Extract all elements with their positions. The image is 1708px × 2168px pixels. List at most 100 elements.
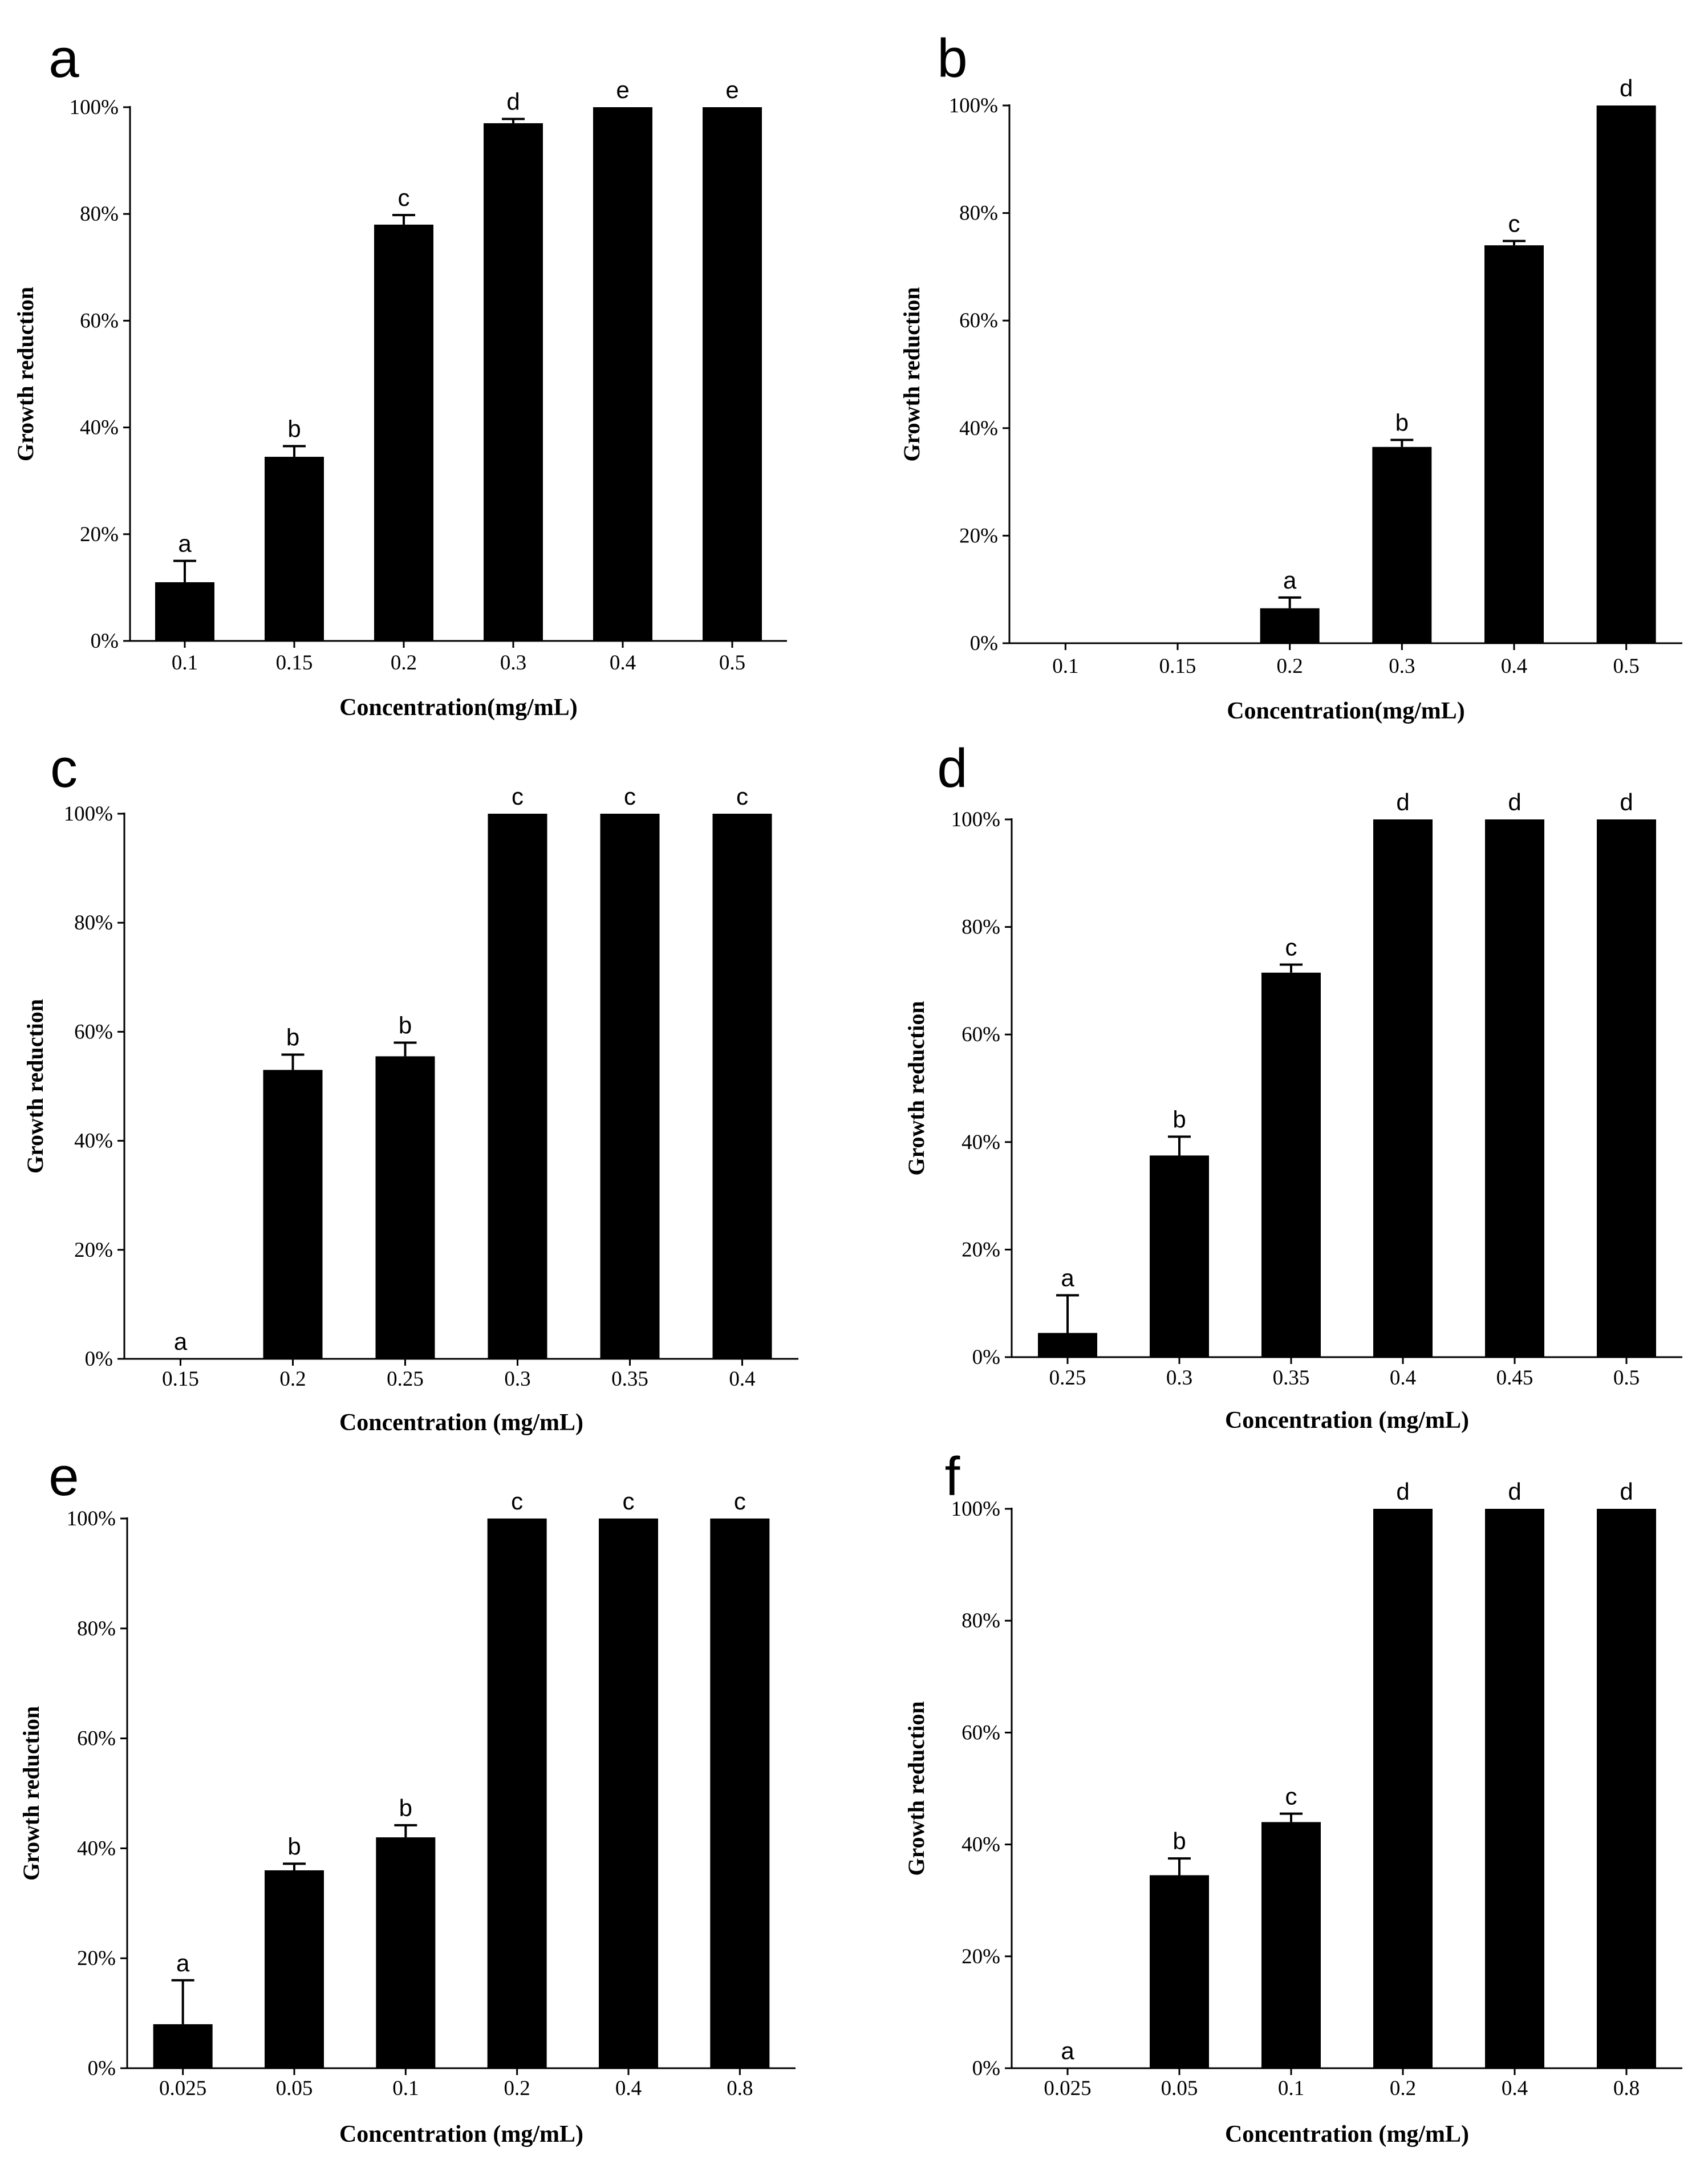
panel-c-x-tick-label: 0.35 (611, 1367, 648, 1391)
panel-b-significance-letter: d (1620, 75, 1633, 102)
panel-f-y-tick-label: 60% (961, 1721, 1000, 1744)
panel-d-x-tick-label: 0.35 (1273, 1366, 1310, 1390)
panel-f-bar (1485, 1509, 1544, 2068)
panel-f-x-tick-label: 0.05 (1161, 2077, 1198, 2100)
panel-e-x-tick-label: 0.4 (615, 2077, 642, 2100)
panel-e-x-tick-label: 0.1 (392, 2077, 419, 2100)
panel-d-y-tick-label: 20% (961, 1238, 1000, 1261)
panel-e-chart: e 0% 20% 40% 60% 80% 100% 0.025 a 0.05 b 0.1 b 0.2 c 0.… (18, 1446, 796, 2147)
panel-c-bar (600, 814, 660, 1359)
panel-e-x-tick-label: 0.2 (504, 2077, 530, 2100)
panel-b-y-tick-label: 100% (949, 94, 998, 117)
panel-d-x-tick-label: 0.5 (1613, 1366, 1640, 1390)
panel-f-y-tick-label: 80% (961, 1609, 1000, 1633)
panel-d-y-tick-label: 80% (961, 916, 1000, 939)
panel-f-significance-letter: b (1173, 1828, 1186, 1854)
panel-c-significance-letter: b (286, 1024, 299, 1051)
panel-c-bar (488, 814, 547, 1359)
panel-e-significance-letter: b (399, 1795, 412, 1821)
panel-c-significance-letter: a (174, 1328, 188, 1355)
panel-b-bar (1596, 105, 1656, 643)
panel-a-significance-letter: c (398, 184, 410, 211)
panel-c-significance-letter: c (736, 783, 748, 810)
panel-a-bar (155, 582, 214, 641)
panel-f-significance-letter: d (1508, 1478, 1521, 1505)
panel-f-panel-label: f (945, 1446, 960, 1507)
panel-c-y-tick-label: 60% (74, 1020, 113, 1044)
panel-c-x-tick-label: 0.3 (504, 1367, 530, 1391)
panel-b-x-tick-label: 0.15 (1159, 655, 1196, 678)
panel-f-bar (1261, 1822, 1321, 2068)
panel-a-panel-label: a (48, 28, 79, 89)
panel-e-y-tick-label: 100% (67, 1507, 116, 1530)
panel-f-y-axis-title: Growth reduction (903, 1701, 929, 1875)
panel-e-y-axis-title: Growth reduction (18, 1706, 44, 1881)
panel-a-bar (593, 107, 652, 641)
panel-e-bar (487, 1519, 547, 2068)
panel-d-significance-letter: d (1620, 789, 1633, 815)
panel-e-significance-letter: b (287, 1833, 301, 1860)
panel-b-x-tick-label: 0.4 (1501, 655, 1527, 678)
panel-d-y-axis-title: Growth reduction (903, 1001, 929, 1175)
panel-d-x-tick-label: 0.3 (1166, 1366, 1192, 1390)
panel-d-significance-letter: c (1285, 934, 1297, 961)
panel-a-x-axis-title: Concentration(mg/mL) (339, 695, 578, 721)
panel-b-x-tick-label: 0.3 (1389, 655, 1415, 678)
panel-c-x-tick-label: 0.4 (729, 1367, 755, 1391)
panel-d-y-tick-label: 40% (961, 1131, 1000, 1154)
panel-a-significance-letter: b (287, 415, 301, 442)
panel-a-y-axis-title: Growth reduction (13, 287, 38, 461)
panel-e-y-tick-label: 40% (77, 1837, 116, 1860)
panel-c-significance-letter: b (399, 1012, 412, 1039)
panel-f-y-tick-label: 40% (961, 1833, 1000, 1857)
panel-c-significance-letter: c (624, 783, 636, 810)
panel-e-significance-letter: a (176, 1950, 190, 1976)
panel-a-significance-letter: e (725, 76, 739, 103)
panel-f-significance-letter: d (1396, 1478, 1409, 1505)
panel-f-x-axis-title: Concentration (mg/mL) (1225, 2121, 1469, 2147)
panel-f-chart: f 0% 20% 40% 60% 80% 100% 0.025 a 0.05 b 0.1 c 0.2 d 0.… (903, 1446, 1682, 2147)
panel-a-x-tick-label: 0.1 (172, 651, 198, 675)
panel-e-bar (710, 1519, 770, 2068)
panel-f-bar (1150, 1875, 1209, 2068)
panel-d-x-axis-title: Concentration (mg/mL) (1225, 1407, 1469, 1434)
panel-f-bar (1373, 1509, 1433, 2068)
panel-e-bar (265, 1870, 324, 2068)
panel-a-bar (484, 123, 543, 641)
panel-f-x-tick-label: 0.8 (1613, 2077, 1640, 2100)
panel-c-x-tick-label: 0.25 (387, 1367, 424, 1391)
panel-b-bar (1260, 608, 1320, 643)
panel-b-y-tick-label: 40% (959, 417, 998, 440)
panel-c-y-tick-label: 80% (74, 911, 113, 935)
panel-e-significance-letter: c (623, 1488, 635, 1515)
panel-d-significance-letter: d (1508, 789, 1521, 815)
panel-b-significance-letter: b (1395, 409, 1409, 436)
panel-b-x-axis-title: Concentration(mg/mL) (1227, 698, 1465, 724)
panel-d-significance-letter: a (1061, 1265, 1074, 1292)
panel-a-bar (265, 457, 324, 641)
panel-a-y-tick-label: 60% (80, 309, 119, 332)
panel-f-significance-letter: c (1285, 1783, 1297, 1810)
panel-b-y-tick-label: 20% (959, 524, 998, 547)
panel-e-y-tick-label: 20% (77, 1947, 116, 1970)
panel-d-significance-letter: d (1396, 789, 1409, 815)
panel-e-x-axis-title: Concentration (mg/mL) (339, 2121, 583, 2147)
panel-b-x-tick-label: 0.5 (1613, 655, 1640, 678)
panel-f-y-tick-label: 0% (972, 2057, 1000, 2080)
panel-f-significance-letter: a (1061, 2037, 1074, 2064)
panel-b-bar (1484, 245, 1544, 643)
panel-a-chart: a 0% 20% 40% 60% 80% 100% 0.1 a 0.15 b 0.2 c 0.3 d 0.4 e… (13, 28, 787, 721)
panel-a-x-tick-label: 0.15 (276, 651, 313, 675)
panel-d-x-tick-label: 0.4 (1390, 1366, 1416, 1390)
panel-c-bar (375, 1056, 435, 1359)
panel-e-x-tick-label: 0.05 (276, 2077, 313, 2100)
panel-d-panel-label: d (937, 738, 967, 799)
panel-b-significance-letter: c (1508, 210, 1520, 237)
panel-d-bar (1150, 1155, 1209, 1357)
panel-c-x-tick-label: 0.2 (279, 1367, 306, 1391)
panel-d-y-tick-label: 100% (951, 808, 1000, 831)
panel-f-x-tick-label: 0.025 (1044, 2077, 1091, 2100)
panel-c-x-tick-label: 0.15 (162, 1367, 199, 1391)
panel-c-x-axis-title: Concentration (mg/mL) (339, 1410, 583, 1436)
panel-f-x-tick-label: 0.2 (1390, 2077, 1416, 2100)
